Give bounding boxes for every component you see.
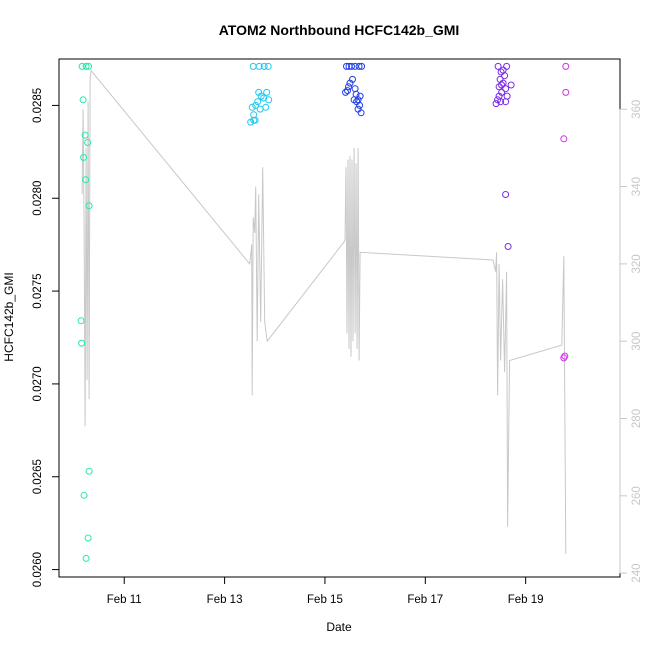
data-point-s2-13 bbox=[356, 92, 364, 100]
data-point-s3-9 bbox=[495, 83, 503, 91]
y-tick-label-4: 0.0280 bbox=[32, 181, 44, 216]
data-point-s0-12 bbox=[80, 491, 88, 499]
x-tick-label-2: Feb 15 bbox=[307, 594, 343, 606]
y2-tick-label-3: 300 bbox=[631, 332, 643, 351]
data-point-s2-19 bbox=[357, 109, 365, 117]
x-tick-label-3: Feb 17 bbox=[407, 594, 443, 606]
y-tick-label-1: 0.0265 bbox=[32, 459, 44, 494]
data-point-s0-4 bbox=[81, 131, 89, 139]
data-point-s0-5 bbox=[84, 139, 92, 146]
data-point-s3-4 bbox=[501, 72, 509, 80]
data-point-s4-2 bbox=[560, 135, 568, 143]
data-point-s0-6 bbox=[80, 153, 88, 161]
y-tick-label-2: 0.0270 bbox=[32, 366, 44, 401]
data-point-s0-9 bbox=[77, 317, 85, 325]
data-point-s0-7 bbox=[82, 176, 90, 184]
scatter-points-layer bbox=[77, 62, 570, 562]
data-point-s2-11 bbox=[342, 88, 349, 96]
y2-tick-label-4: 320 bbox=[631, 254, 643, 273]
data-point-s0-10 bbox=[78, 339, 86, 347]
data-point-s0-2 bbox=[85, 62, 93, 70]
data-point-s1-3 bbox=[264, 62, 272, 70]
y2-tick-label-0: 240 bbox=[631, 564, 643, 583]
y2-tick-label-5: 340 bbox=[631, 177, 643, 196]
data-point-s2-8 bbox=[345, 83, 352, 91]
data-point-s3-6 bbox=[499, 79, 507, 87]
x-axis-label: Date bbox=[326, 620, 352, 634]
y-tick-label-5: 0.0285 bbox=[32, 88, 44, 123]
data-point-s0-8 bbox=[85, 202, 93, 210]
y2-tick-label-1: 260 bbox=[631, 486, 643, 505]
y-axis-label: HCFC142b_GMI bbox=[2, 272, 16, 361]
chart-title: ATOM2 Northbound HCFC142b_GMI bbox=[219, 22, 460, 38]
x-tick-label-1: Feb 13 bbox=[207, 594, 243, 606]
data-point-s2-17 bbox=[356, 101, 364, 109]
data-point-s1-9 bbox=[254, 98, 262, 106]
data-point-s1-13 bbox=[256, 105, 264, 113]
data-point-s2-0 bbox=[343, 62, 350, 70]
y2-tick-label-6: 360 bbox=[631, 100, 643, 119]
data-point-s0-1 bbox=[82, 62, 90, 70]
data-point-s1-17 bbox=[247, 118, 255, 126]
data-point-s1-11 bbox=[248, 103, 256, 111]
data-point-s3-16 bbox=[502, 98, 510, 106]
data-point-s2-7 bbox=[346, 79, 354, 87]
data-point-s0-11 bbox=[85, 467, 93, 475]
data-point-s1-7 bbox=[252, 101, 260, 109]
data-point-s0-13 bbox=[84, 534, 92, 542]
altitude-trace-line bbox=[81, 69, 567, 554]
axes-layer: Feb 11 Feb 13 Feb 15 Feb 17 Feb 19 0.0260 0.02… bbox=[32, 88, 643, 606]
data-point-s3-15 bbox=[497, 98, 505, 106]
data-point-s3-1 bbox=[503, 62, 511, 70]
data-point-s0-14 bbox=[82, 554, 90, 562]
altitude-trace-layer bbox=[81, 69, 567, 554]
data-point-s2-10 bbox=[344, 87, 351, 95]
y-tick-label-0: 0.0260 bbox=[32, 552, 44, 587]
data-point-s4-0 bbox=[562, 62, 570, 70]
x-tick-label-0: Feb 11 bbox=[107, 594, 142, 606]
data-point-s3-10 bbox=[502, 85, 510, 93]
data-point-s2-4 bbox=[355, 62, 363, 70]
data-point-s1-1 bbox=[255, 62, 263, 70]
data-point-s3-8 bbox=[507, 81, 515, 89]
data-point-s3-0 bbox=[494, 62, 502, 70]
data-point-s2-5 bbox=[358, 62, 366, 70]
data-point-s4-1 bbox=[562, 88, 570, 96]
data-point-s3-18 bbox=[502, 191, 510, 198]
data-point-s3-3 bbox=[497, 68, 505, 76]
data-point-s3-19 bbox=[504, 243, 512, 250]
data-point-s4-4 bbox=[560, 354, 568, 362]
data-point-s3-17 bbox=[492, 100, 500, 108]
data-point-s1-2 bbox=[260, 62, 268, 70]
data-point-s1-10 bbox=[265, 96, 273, 104]
y-tick-label-3: 0.0275 bbox=[32, 274, 44, 309]
y2-tick-label-2: 280 bbox=[631, 409, 643, 428]
x-tick-label-4: Feb 19 bbox=[508, 594, 544, 606]
data-point-s1-5 bbox=[263, 88, 271, 96]
data-point-s2-2 bbox=[348, 62, 355, 70]
data-point-s0-3 bbox=[79, 96, 87, 104]
